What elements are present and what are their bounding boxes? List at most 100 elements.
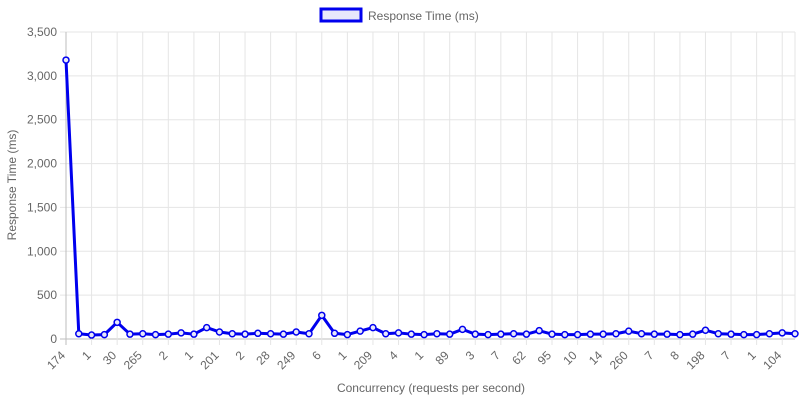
data-point[interactable] bbox=[420, 330, 428, 339]
x-tick-label: 1 bbox=[79, 348, 94, 363]
data-point[interactable] bbox=[458, 325, 467, 334]
legend-swatch[interactable] bbox=[319, 7, 363, 23]
x-tick-label: 1 bbox=[412, 348, 427, 363]
data-point[interactable] bbox=[433, 329, 441, 338]
data-point[interactable] bbox=[701, 326, 710, 334]
data-point[interactable] bbox=[266, 329, 275, 338]
data-point[interactable] bbox=[573, 330, 582, 339]
x-tick-label: 209 bbox=[351, 348, 375, 372]
x-tick-label: 30 bbox=[100, 348, 120, 368]
x-tick-label: 201 bbox=[198, 348, 222, 372]
y-tick-label: 2,000 bbox=[27, 157, 57, 171]
data-point[interactable] bbox=[318, 311, 326, 320]
x-tick-label: 8 bbox=[667, 348, 682, 363]
x-tick-label: 1 bbox=[181, 348, 196, 363]
x-tick-label: 4 bbox=[386, 348, 401, 363]
x-tick-label: 1 bbox=[744, 348, 759, 363]
data-point[interactable] bbox=[522, 330, 531, 338]
y-tick-label: 2,500 bbox=[27, 113, 57, 127]
series-line bbox=[64, 59, 796, 337]
x-tick-label: 14 bbox=[586, 348, 606, 368]
data-point[interactable] bbox=[151, 330, 160, 339]
data-point[interactable] bbox=[561, 330, 569, 339]
data-point[interactable] bbox=[228, 329, 237, 338]
x-tick-label: 198 bbox=[684, 348, 708, 372]
x-tick-label: 2 bbox=[233, 348, 248, 363]
data-point[interactable] bbox=[292, 328, 300, 336]
data-point[interactable] bbox=[215, 328, 224, 336]
data-point[interactable] bbox=[791, 329, 799, 338]
data-point[interactable] bbox=[663, 330, 671, 338]
data-point[interactable] bbox=[612, 329, 620, 338]
gridlines bbox=[60, 31, 796, 345]
data-point[interactable] bbox=[727, 330, 735, 338]
data-point[interactable] bbox=[87, 331, 96, 339]
data-point[interactable] bbox=[509, 329, 518, 338]
data-point[interactable] bbox=[471, 330, 480, 338]
data-point[interactable] bbox=[190, 330, 198, 338]
x-tick-label: 6 bbox=[309, 348, 324, 363]
x-tick-label: 1 bbox=[335, 348, 350, 363]
data-point[interactable] bbox=[740, 330, 748, 339]
data-point[interactable] bbox=[650, 330, 659, 338]
data-point[interactable] bbox=[407, 330, 416, 338]
data-point[interactable] bbox=[548, 330, 556, 338]
data-point[interactable] bbox=[279, 330, 288, 338]
data-point[interactable] bbox=[599, 330, 607, 338]
x-tick-label: 260 bbox=[607, 348, 631, 372]
x-tick-label: 2 bbox=[156, 348, 171, 363]
y-tick-label: 3,000 bbox=[27, 69, 57, 83]
x-tick-label: 104 bbox=[760, 348, 784, 372]
data-point[interactable] bbox=[100, 330, 109, 339]
data-point[interactable] bbox=[202, 323, 211, 332]
x-axis-title: Concurrency (requests per second) bbox=[337, 381, 525, 395]
data-point[interactable] bbox=[356, 327, 364, 335]
data-points bbox=[62, 56, 799, 339]
data-point[interactable] bbox=[330, 329, 339, 338]
data-point[interactable] bbox=[164, 330, 173, 338]
data-point[interactable] bbox=[765, 329, 774, 338]
data-point[interactable] bbox=[778, 329, 786, 337]
data-point[interactable] bbox=[394, 329, 403, 337]
data-point[interactable] bbox=[637, 329, 646, 338]
x-tick-label: 7 bbox=[642, 348, 657, 363]
data-point[interactable] bbox=[177, 329, 185, 337]
data-point[interactable] bbox=[752, 330, 761, 339]
data-point[interactable] bbox=[75, 329, 83, 338]
data-point[interactable] bbox=[497, 330, 505, 338]
x-tick-label: 95 bbox=[535, 348, 555, 368]
data-point[interactable] bbox=[305, 329, 313, 338]
data-point[interactable] bbox=[624, 327, 633, 335]
x-tick-label: 62 bbox=[509, 348, 529, 368]
data-point[interactable] bbox=[381, 329, 390, 338]
x-tick-label: 28 bbox=[253, 348, 273, 368]
data-point[interactable] bbox=[714, 329, 723, 338]
data-point[interactable] bbox=[676, 330, 684, 339]
data-point[interactable] bbox=[445, 330, 454, 338]
data-point[interactable] bbox=[126, 330, 134, 338]
data-point[interactable] bbox=[369, 323, 377, 332]
x-tick-label: 89 bbox=[432, 348, 452, 368]
y-axis-title: Response Time (ms) bbox=[5, 130, 19, 241]
data-point[interactable] bbox=[535, 326, 543, 335]
y-tick-label: 3,500 bbox=[27, 25, 57, 39]
y-tick-label: 1,500 bbox=[27, 200, 57, 214]
data-point[interactable] bbox=[241, 330, 249, 338]
y-tick-label: 1,000 bbox=[27, 244, 57, 258]
data-point[interactable] bbox=[484, 330, 492, 339]
legend[interactable]: Response Time (ms) bbox=[319, 7, 479, 23]
x-tick-label: 3 bbox=[463, 348, 478, 363]
series-line-response-time bbox=[64, 59, 796, 337]
data-point[interactable] bbox=[138, 329, 147, 338]
legend-label[interactable]: Response Time (ms) bbox=[368, 9, 479, 23]
data-point[interactable] bbox=[113, 318, 121, 327]
data-point[interactable] bbox=[688, 330, 697, 338]
x-tick-label: 7 bbox=[488, 348, 503, 363]
data-point[interactable] bbox=[62, 56, 70, 64]
data-point[interactable] bbox=[586, 330, 595, 338]
data-point[interactable] bbox=[343, 330, 352, 339]
data-point[interactable] bbox=[254, 329, 262, 338]
